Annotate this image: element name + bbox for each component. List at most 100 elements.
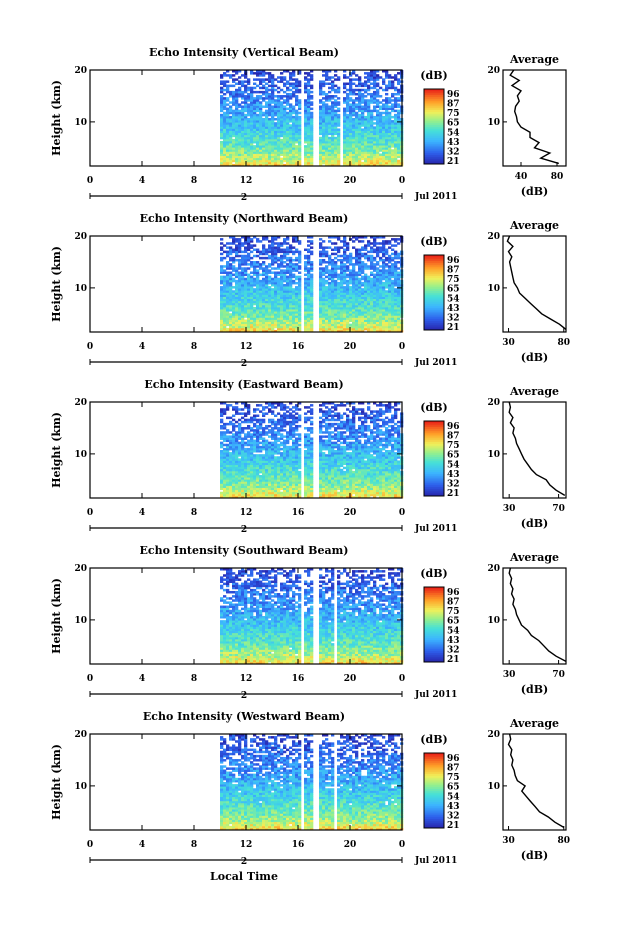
heatmap-cell [238, 286, 242, 289]
heatmap-cell [352, 273, 356, 277]
heatmap-cell [268, 143, 272, 146]
heatmap-cell [382, 82, 386, 86]
heatmap-cell [226, 159, 230, 163]
heatmap-cell [232, 140, 236, 144]
heatmap-cell [286, 124, 290, 127]
heatmap-cell [289, 483, 293, 486]
heatmap-cell [277, 113, 281, 117]
heatmap-cell [367, 306, 371, 310]
heatmap-cell [328, 323, 332, 327]
heatmap-cell [250, 244, 254, 247]
heatmap-cell [286, 70, 290, 73]
heatmap-cell [253, 485, 257, 488]
heatmap-cell [253, 118, 257, 121]
heatmap-cell [379, 325, 383, 329]
heatmap-cell [397, 485, 401, 488]
heatmap-cell [319, 84, 323, 88]
heatmap-cell [328, 109, 332, 113]
heatmap-cell [325, 311, 329, 314]
heatmap-cell [388, 140, 392, 144]
heatmap-cell [355, 298, 359, 302]
heatmap-cell [379, 250, 383, 254]
heatmap-cell [385, 70, 389, 73]
heatmap-cell [280, 495, 284, 499]
heatmap-cell [385, 300, 389, 304]
heatmap-cell [355, 130, 359, 134]
heatmap-cell [268, 265, 272, 268]
heatmap-cell [331, 163, 335, 167]
heatmap-cell [322, 286, 326, 289]
heatmap-cell [250, 72, 254, 75]
colorbar-tick-label: 21 [447, 157, 460, 167]
heatmap-cell [388, 258, 392, 262]
heatmap-cell [364, 309, 368, 312]
heatmap-cell [238, 240, 242, 243]
heatmap-cell [337, 88, 341, 92]
heatmap-cell [307, 315, 311, 318]
heatmap-cell [235, 143, 239, 146]
heatmap-cell [343, 491, 347, 495]
heatmap-cell [355, 323, 359, 327]
heatmap-cell [394, 250, 398, 254]
heatmap-cell [397, 155, 401, 159]
heatmap-cell [394, 267, 398, 270]
heatmap-cell [319, 80, 323, 83]
heatmap-cell [352, 279, 356, 283]
heatmap-cell [295, 296, 299, 300]
heatmap-cell [373, 329, 377, 333]
heatmap-cell [388, 122, 392, 125]
heatmap-cell [331, 495, 335, 499]
heatmap-cell [388, 149, 392, 152]
heatmap-cell [352, 240, 356, 243]
heatmap-cell [397, 286, 401, 289]
heatmap-cell [349, 290, 353, 293]
heatmap-cell [337, 90, 341, 94]
colorbar-segment [424, 149, 444, 152]
heatmap-cell [385, 487, 389, 491]
colorbar-segment [424, 156, 444, 159]
heatmap-cell [283, 143, 287, 146]
heatmap-cell [373, 279, 377, 283]
heatmap-cell [229, 319, 233, 322]
heatmap-cell [256, 138, 260, 142]
heatmap-cell [265, 315, 269, 318]
heatmap-cell [274, 279, 278, 283]
heatmap-cell [334, 151, 338, 154]
heatmap-cell [376, 92, 380, 96]
heatmap-cell [325, 153, 329, 156]
heatmap-cell [226, 288, 230, 291]
heatmap-cell [331, 252, 335, 256]
heatmap-cell [250, 88, 254, 92]
heatmap-cell [358, 103, 362, 106]
heatmap-cell [334, 271, 338, 274]
heatmap-cell [373, 138, 377, 142]
heatmap-cell [334, 279, 338, 283]
heatmap-cell [334, 495, 338, 499]
heatmap-cell [286, 138, 290, 142]
heatmap-cell [268, 483, 272, 486]
heatmap-cell [229, 124, 233, 127]
heatmap-cell [370, 288, 374, 291]
heatmap-cell [364, 101, 368, 104]
heatmap-cell [310, 267, 314, 270]
heatmap-cell [238, 327, 242, 331]
heatmap-cell [382, 304, 386, 308]
heatmap-cell [250, 256, 254, 260]
heatmap-cell [367, 302, 371, 306]
heatmap-cell [274, 294, 278, 297]
heatmap-cell [298, 329, 302, 333]
heatmap-cell [322, 269, 326, 272]
heatmap-cell [361, 147, 365, 150]
heatmap-cell [358, 240, 362, 243]
heatmap-cell [382, 485, 386, 488]
heatmap-cell [298, 485, 302, 488]
heatmap-cell [373, 323, 377, 327]
heatmap-cell [391, 288, 395, 291]
heatmap-cell [250, 92, 254, 96]
heatmap-cell [349, 306, 353, 310]
heatmap-cell [238, 82, 242, 86]
heatmap-cell [283, 240, 287, 243]
heatmap-cell [397, 279, 401, 283]
heatmap-cell [358, 304, 362, 308]
heatmap-cell [319, 493, 323, 497]
